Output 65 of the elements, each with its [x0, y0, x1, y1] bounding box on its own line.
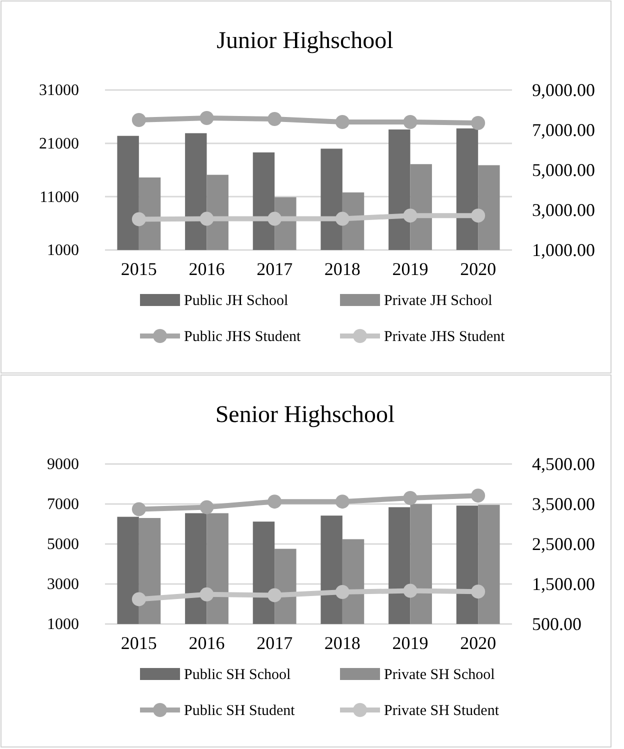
point [403, 208, 418, 223]
chart-title: Junior Highschool [216, 28, 394, 54]
point [335, 212, 350, 226]
y2-tick-label: 1,000.00 [532, 240, 595, 260]
y2-tick-label: 7,000.00 [532, 120, 595, 140]
x-tick-label: 2020 [460, 258, 496, 279]
legend-label: Private JHS Student [384, 329, 506, 345]
point [200, 587, 214, 602]
point [132, 113, 146, 127]
y-tick-label: 11000 [40, 188, 79, 206]
y2-tick-label: 4,500.00 [532, 454, 595, 474]
x-tick-label: 2016 [188, 258, 225, 279]
y2-tick-label: 3,000.00 [532, 200, 595, 220]
y2-tick-label: 5,000.00 [532, 160, 595, 180]
point [335, 115, 350, 129]
y-tick-label: 3000 [47, 576, 79, 594]
point [268, 588, 282, 602]
y2-tick-label: 500.00 [532, 614, 582, 634]
legend-label: Public SH School [184, 667, 291, 683]
y-tick-label: 1000 [47, 616, 79, 634]
point [335, 585, 350, 599]
y2-tick-label: 1,500.00 [532, 574, 595, 594]
point [471, 584, 486, 599]
point [132, 592, 146, 606]
x-tick-label: 2020 [460, 632, 496, 653]
y-tick-label: 7000 [47, 496, 79, 514]
x-tick-label: 2017 [256, 632, 293, 653]
point [471, 208, 486, 223]
y-tick-label: 5000 [47, 536, 79, 554]
point [403, 115, 418, 129]
y-tick-label: 1000 [47, 242, 79, 260]
x-tick-label: 2018 [324, 632, 360, 653]
point [268, 212, 282, 226]
x-tick-label: 2018 [324, 258, 360, 279]
y2-tick-label: 2,500.00 [532, 534, 595, 554]
legend-label: Private SH Student [384, 703, 500, 719]
legend-label: Private SH School [384, 667, 495, 683]
point [200, 212, 214, 226]
point [132, 212, 146, 226]
x-tick-label: 2019 [392, 258, 428, 279]
y2-tick-label: 3,500.00 [532, 494, 595, 514]
point [403, 491, 418, 505]
legend-label: Private JH School [384, 293, 492, 309]
x-tick-label: 2016 [188, 632, 225, 653]
point [268, 112, 282, 126]
y-tick-label: 9000 [47, 456, 79, 474]
point [268, 494, 282, 509]
point [200, 500, 214, 514]
y2-tick-label: 9,000.00 [532, 80, 595, 100]
legend-label: Public JH School [184, 293, 288, 309]
point [200, 111, 214, 125]
point [335, 494, 350, 509]
point [471, 116, 486, 130]
point [471, 488, 486, 503]
x-tick-label: 2017 [256, 258, 293, 279]
chart-title: Senior Highschool [215, 402, 395, 428]
legend-label: Public SH Student [184, 703, 296, 719]
x-tick-label: 2019 [392, 632, 428, 653]
legend-label: Public JHS Student [184, 329, 302, 345]
point [132, 502, 146, 516]
y-tick-label: 31000 [39, 82, 79, 100]
point [403, 584, 418, 598]
x-tick-label: 2015 [120, 632, 157, 653]
y-tick-label: 21000 [39, 135, 79, 152]
x-tick-label: 2015 [120, 258, 157, 279]
